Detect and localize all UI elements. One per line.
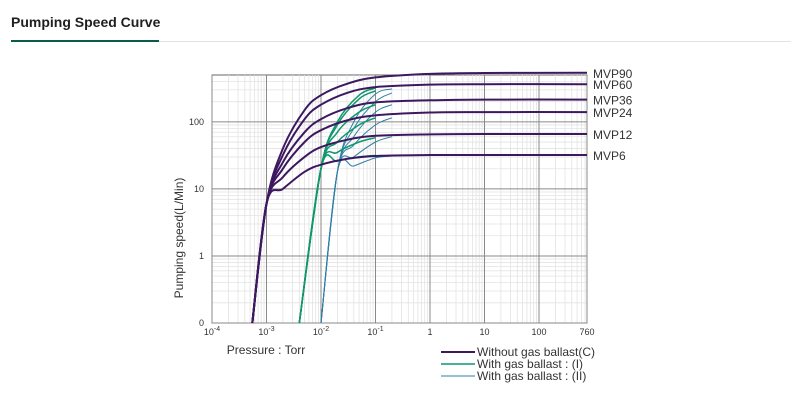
- header-rule: [11, 41, 791, 42]
- x-tick-label: 100: [531, 327, 546, 337]
- series-layer: [251, 71, 588, 324]
- legend: Without gas ballast(C)With gas ballast :…: [441, 345, 595, 383]
- x-tick-label: 10-4: [204, 326, 220, 337]
- x-tick-label: 760: [579, 327, 594, 337]
- y-axis-label: Pumping speed(L/Min): [172, 178, 186, 299]
- series-line-gas-ballast-ii: [320, 155, 392, 324]
- x-tick-label: 10-1: [367, 326, 383, 337]
- x-tick-label: 1: [427, 327, 432, 337]
- series-line-mvp12: [251, 132, 588, 324]
- legend-label: With gas ballast : (I): [477, 357, 583, 371]
- series-label-mvp90: MVP90: [593, 67, 633, 81]
- y-tick-label: 1: [199, 251, 204, 261]
- minor-grid: [212, 75, 587, 323]
- y-tick-label: 10: [194, 184, 204, 194]
- series-label-mvp60: MVP60: [593, 78, 633, 92]
- series-label-mvp12: MVP12: [593, 128, 633, 142]
- series-line-mvp6: [251, 153, 587, 324]
- x-tick-label: 10-3: [258, 326, 274, 337]
- legend-label: Without gas ballast(C): [477, 345, 595, 359]
- series-label-mvp24: MVP24: [593, 106, 633, 120]
- page-title: Pumping Speed Curve: [11, 14, 161, 30]
- x-axis-label: Pressure : Torr: [227, 343, 305, 357]
- x-tick-label: 10: [479, 327, 489, 337]
- legend-label: With gas ballast : (II): [477, 369, 586, 383]
- major-grid: [211, 75, 588, 324]
- y-tick-label: 0: [199, 318, 204, 328]
- x-tick-label: 10-2: [313, 326, 329, 337]
- series-label-mvp6: MVP6: [593, 149, 626, 163]
- title-underline: [11, 40, 159, 42]
- y-tick-label: 100: [189, 117, 204, 127]
- series-label-mvp36: MVP36: [593, 94, 633, 108]
